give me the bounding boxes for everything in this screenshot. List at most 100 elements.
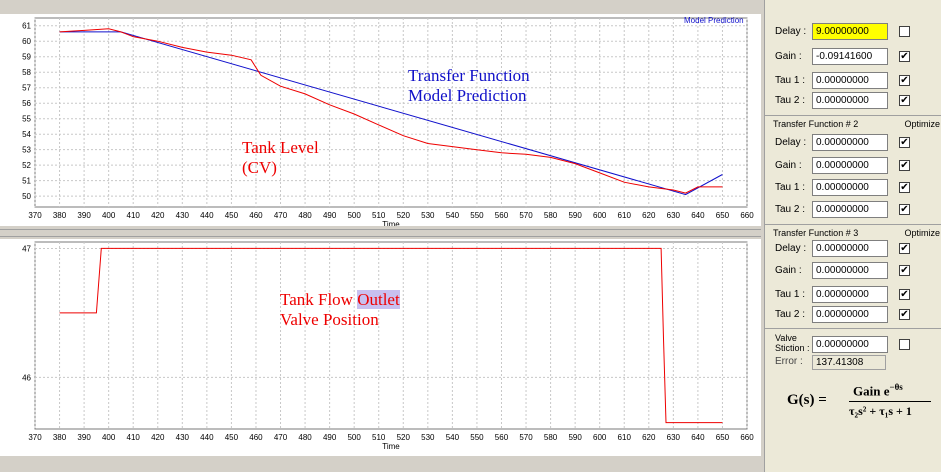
tf3-optimize-label: Optimize [904, 228, 940, 238]
x-tick-label: 610 [618, 211, 632, 220]
y-tick-label: 52 [22, 161, 31, 170]
x-tick-label: 530 [421, 433, 435, 442]
valve-annotation-prefix: Tank Flow [280, 290, 358, 309]
tf3-tau1-label: Tau 1 : [775, 289, 806, 300]
tf1-tau1-row: Tau 1 : 0.00000000 ✔ [765, 69, 941, 93]
series-line-0 [59, 247, 723, 424]
x-tick-label: 510 [372, 433, 386, 442]
x-tick-label: 450 [225, 433, 239, 442]
tf2-delay-field[interactable]: 0.00000000 [812, 134, 888, 151]
formula-denominator: τ₂s² + τ₁s + 1 [849, 404, 912, 418]
tf1-gain-field[interactable]: -0.09141600 [812, 48, 888, 65]
tf3-title: Transfer Function # 3 [773, 228, 859, 238]
x-tick-label: 460 [249, 433, 263, 442]
x-tick-label: 570 [519, 433, 533, 442]
y-tick-label: 51 [22, 177, 31, 186]
valve-stiction-label: Valve Stiction : [775, 333, 810, 353]
tf1-tau2-field[interactable]: 0.00000000 [812, 92, 888, 109]
x-tick-label: 380 [53, 433, 67, 442]
tf2-tau1-checkbox[interactable]: ✔ [899, 182, 910, 193]
tf1-delay-checkbox[interactable] [899, 26, 910, 37]
tank-annotation-line2: (CV) [242, 158, 277, 177]
formula-numerator: Gain e−θs [853, 382, 903, 399]
tf1-tau1-field[interactable]: 0.00000000 [812, 72, 888, 89]
error-label: Error : [775, 356, 803, 367]
valve-label-line1: Valve [775, 333, 797, 343]
tf2-gain-checkbox[interactable]: ✔ [899, 160, 910, 171]
tf3-delay-checkbox[interactable]: ✔ [899, 243, 910, 254]
valve-label-line2: Stiction : [775, 343, 810, 353]
tf3-gain-field[interactable]: 0.00000000 [812, 262, 888, 279]
tf1-tau2-label: Tau 2 : [775, 95, 806, 106]
tf1-gain-row: Gain : -0.09141600 ✔ [765, 45, 941, 69]
valve-position-annotation: Tank Flow Outlet Valve Position [280, 290, 400, 330]
x-tick-label: 630 [667, 433, 681, 442]
formula-gain: Gain e [853, 383, 890, 399]
transfer-function-formula: G(s) = Gain e−θs τ₂s² + τ₁s + 1 [765, 380, 941, 440]
x-tick-label: 520 [397, 433, 411, 442]
tf3-tau2-field[interactable]: 0.00000000 [812, 306, 888, 323]
y-tick-label: 54 [22, 130, 31, 139]
x-tick-label: 550 [470, 211, 484, 220]
tf2-tau2-checkbox[interactable]: ✔ [899, 204, 910, 215]
x-tick-label: 450 [225, 211, 239, 220]
valve-stiction-checkbox[interactable] [899, 339, 910, 350]
series-line-1 [59, 28, 723, 194]
tf1-gain-label: Gain : [775, 51, 802, 62]
x-tick-label: 390 [77, 433, 91, 442]
tf2-tau2-field[interactable]: 0.00000000 [812, 201, 888, 218]
x-tick-label: 650 [716, 211, 730, 220]
tf2-title: Transfer Function # 2 [773, 119, 859, 129]
chart-legend: Model Prediction [684, 16, 744, 25]
tf1-tau1-checkbox[interactable]: ✔ [899, 75, 910, 86]
tf1-tau2-checkbox[interactable]: ✔ [899, 95, 910, 106]
parameter-panel: Delay : 9.00000000 Gain : -0.09141600 ✔ … [764, 0, 941, 472]
x-tick-label: 620 [642, 433, 656, 442]
x-tick-label: 590 [568, 433, 582, 442]
y-tick-label: 58 [22, 68, 31, 77]
tf1-delay-field[interactable]: 9.00000000 [812, 23, 888, 40]
tf3-tau1-field[interactable]: 0.00000000 [812, 286, 888, 303]
tf2-gain-field[interactable]: 0.00000000 [812, 157, 888, 174]
x-tick-label: 480 [298, 433, 312, 442]
plot-frame [34, 241, 748, 430]
x-tick-label: 480 [298, 211, 312, 220]
x-tick-label: 470 [274, 211, 288, 220]
x-tick-label: 500 [347, 211, 361, 220]
valve-stiction-field[interactable]: 0.00000000 [812, 336, 888, 353]
x-tick-label: 380 [53, 211, 67, 220]
transfer-function-annotation: Transfer Function Model Prediction [408, 66, 530, 106]
y-tick-label: 47 [22, 244, 31, 253]
tf2-tau2-label: Tau 2 : [775, 204, 806, 215]
tf2-delay-checkbox[interactable]: ✔ [899, 137, 910, 148]
x-tick-label: 400 [102, 433, 116, 442]
tf3-delay-row: Delay : 0.00000000 ✔ [765, 237, 941, 261]
x-tick-label: 510 [372, 211, 386, 220]
tf3-tau2-checkbox[interactable]: ✔ [899, 309, 910, 320]
formula-exponent: −θs [889, 382, 903, 392]
tf3-tau2-label: Tau 2 : [775, 309, 806, 320]
tf3-header: Transfer Function # 3 Optimize [765, 224, 941, 242]
tf3-delay-field[interactable]: 0.00000000 [812, 240, 888, 257]
x-tick-label: 420 [151, 211, 165, 220]
x-tick-label: 440 [200, 211, 214, 220]
chart-splitter[interactable] [0, 229, 761, 237]
transfer-annotation-line2: Model Prediction [408, 86, 527, 105]
x-tick-label: 460 [249, 211, 263, 220]
y-tick-label: 56 [22, 99, 31, 108]
tf1-delay-row: Delay : 9.00000000 [765, 20, 941, 44]
tf3-gain-checkbox[interactable]: ✔ [899, 265, 910, 276]
x-tick-label: 570 [519, 211, 533, 220]
x-tick-label: 370 [28, 433, 42, 442]
tank-annotation-line1: Tank Level [242, 138, 319, 157]
x-tick-label: 560 [495, 211, 509, 220]
formula-fraction-bar [849, 401, 931, 402]
tf1-gain-checkbox[interactable]: ✔ [899, 51, 910, 62]
y-tick-label: 57 [22, 84, 31, 93]
tf3-delay-label: Delay : [775, 243, 807, 254]
tf3-tau1-checkbox[interactable]: ✔ [899, 289, 910, 300]
x-tick-label: 600 [593, 433, 607, 442]
tf2-tau1-field[interactable]: 0.00000000 [812, 179, 888, 196]
x-tick-label: 420 [151, 433, 165, 442]
y-tick-label: 50 [22, 192, 31, 201]
